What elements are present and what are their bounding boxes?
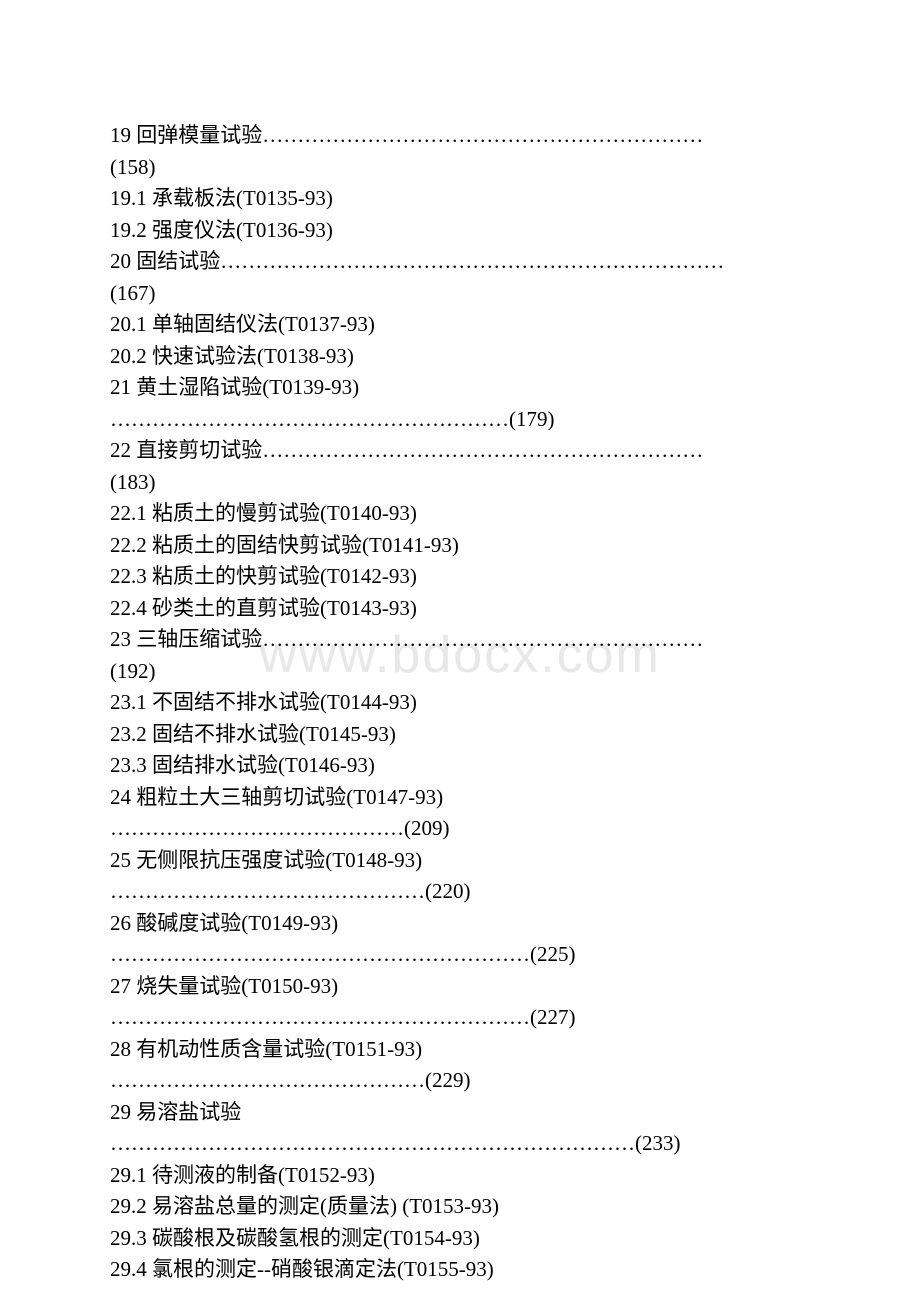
- toc-line: 23.1 不固结不排水试验(T0144-93): [110, 687, 810, 719]
- toc-line: 22.1 粘质土的慢剪试验(T0140-93): [110, 498, 810, 530]
- toc-line: 29.2 易溶盐总量的测定(质量法) (T0153-93): [110, 1191, 810, 1223]
- toc-line: ……………………………………………………(227): [110, 1002, 810, 1034]
- toc-line: 29.4 氯根的测定--硝酸银滴定法(T0155-93): [110, 1254, 810, 1286]
- toc-line: 26 酸碱度试验(T0149-93): [110, 908, 810, 940]
- toc-line: ………………………………………(220): [110, 876, 810, 908]
- toc-line: 23.2 固结不排水试验(T0145-93): [110, 719, 810, 751]
- toc-line: 23 三轴压缩试验………………………………………………………: [110, 624, 810, 656]
- toc-line: 22.4 砂类土的直剪试验(T0143-93): [110, 593, 810, 625]
- toc-line: 20.1 单轴固结仪法(T0137-93): [110, 309, 810, 341]
- toc-line: 27 烧失量试验(T0150-93): [110, 971, 810, 1003]
- toc-line: 22.3 粘质土的快剪试验(T0142-93): [110, 561, 810, 593]
- toc-line: 22.2 粘质土的固结快剪试验(T0141-93): [110, 530, 810, 562]
- toc-line: (167): [110, 278, 810, 310]
- toc-line: ……………………………………(209): [110, 813, 810, 845]
- toc-line: …………………………………………………………………(233): [110, 1128, 810, 1160]
- toc-line: 21 黄土湿陷试验(T0139-93): [110, 372, 810, 404]
- toc-line: 22 直接剪切试验………………………………………………………: [110, 435, 810, 467]
- toc-line: 19.2 强度仪法(T0136-93): [110, 215, 810, 247]
- toc-line: 28 有机动性质含量试验(T0151-93): [110, 1034, 810, 1066]
- toc-line: 29.1 待测液的制备(T0152-93): [110, 1160, 810, 1192]
- toc-line: (192): [110, 656, 810, 688]
- toc-line: ………………………………………(229): [110, 1065, 810, 1097]
- toc-line: 25 无侧限抗压强度试验(T0148-93): [110, 845, 810, 877]
- toc-line: …………………………………………………(179): [110, 404, 810, 436]
- toc-line: 24 粗粒土大三轴剪切试验(T0147-93): [110, 782, 810, 814]
- document-content: 19 回弹模量试验……………………………………………………… (158) 19.…: [110, 120, 810, 1286]
- toc-line: 20 固结试验………………………………………………………………: [110, 246, 810, 278]
- toc-line: (158): [110, 152, 810, 184]
- toc-line: 29 易溶盐试验: [110, 1097, 810, 1129]
- toc-line: 20.2 快速试验法(T0138-93): [110, 341, 810, 373]
- toc-line: (183): [110, 467, 810, 499]
- toc-line: 23.3 固结排水试验(T0146-93): [110, 750, 810, 782]
- toc-line: 19 回弹模量试验………………………………………………………: [110, 120, 810, 152]
- toc-line: ……………………………………………………(225): [110, 939, 810, 971]
- toc-line: 19.1 承载板法(T0135-93): [110, 183, 810, 215]
- toc-line: 29.3 碳酸根及碳酸氢根的测定(T0154-93): [110, 1223, 810, 1255]
